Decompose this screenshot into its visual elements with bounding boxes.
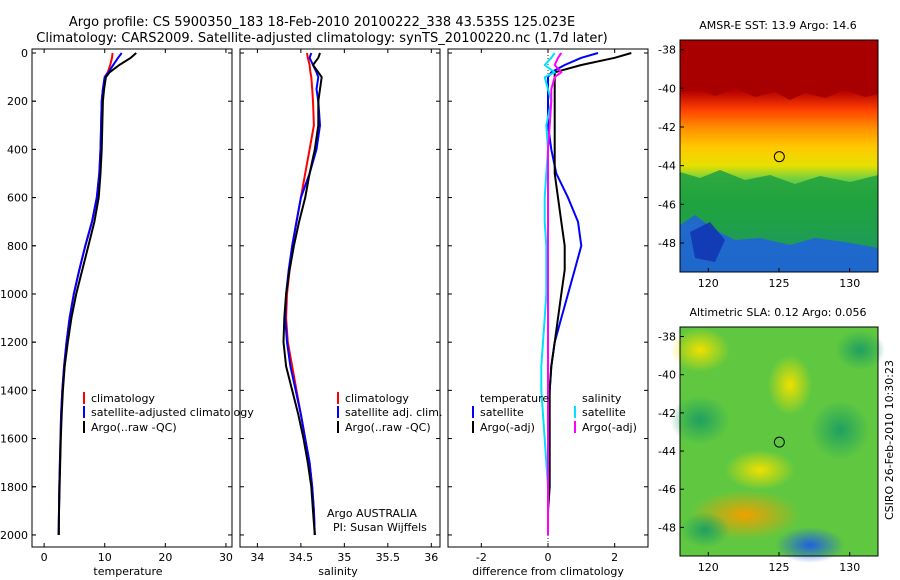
x-tick-label: 34.5 bbox=[289, 551, 314, 564]
lon-tick-label: 125 bbox=[769, 277, 790, 290]
lat-tick-label: -40 bbox=[658, 369, 676, 382]
difference-xlabel: difference from climatology bbox=[472, 565, 624, 578]
argo-location-marker bbox=[773, 436, 785, 448]
sla-low-anomaly bbox=[680, 512, 730, 548]
salinity-plot: 34 34.5 35 35.5 36 bbox=[240, 49, 440, 564]
legend-temperature-title: temperature bbox=[480, 392, 549, 405]
sla-low-anomaly bbox=[775, 527, 845, 563]
x-tick-label: 30 bbox=[219, 551, 233, 564]
depth-tick-label: 600 bbox=[7, 192, 28, 205]
depth-tick-label: 400 bbox=[7, 143, 28, 156]
series-line bbox=[57, 52, 137, 536]
salinity-legend: climatology satellite adj. clim. Argo(..… bbox=[337, 392, 442, 434]
sla-low-anomaly bbox=[810, 400, 870, 460]
legend-salinity-title: salinity bbox=[582, 392, 622, 405]
sla-low-anomaly bbox=[835, 330, 885, 370]
x-tick-label: -2 bbox=[476, 551, 487, 564]
lat-tick-label: -48 bbox=[658, 237, 676, 250]
legend-temperature-argo: Argo(-adj) bbox=[480, 421, 535, 434]
x-tick-label: 36 bbox=[424, 551, 438, 564]
legend-argo: Argo(..raw -QC) bbox=[91, 421, 177, 434]
legend-temperature-satellite: satellite bbox=[480, 406, 524, 419]
sst-map-title: AMSR-E SST: 13.9 Argo: 14.6 bbox=[699, 19, 857, 32]
side-timestamp-label: CSIRO 26-Feb-2010 10:30:23 bbox=[883, 360, 896, 520]
lat-tick-label: -38 bbox=[658, 331, 676, 344]
argo-program-label: Argo AUSTRALIA bbox=[327, 507, 417, 520]
depth-tick-label: 1200 bbox=[0, 336, 28, 349]
lat-tick-label: -42 bbox=[658, 121, 676, 134]
lon-tick-label: 125 bbox=[769, 561, 790, 574]
sla-map-axes: 120 125 130 -38 -40 -42 -44 -46 -48 bbox=[658, 331, 860, 574]
series-line bbox=[57, 52, 114, 536]
x-tick-label: 20 bbox=[158, 551, 172, 564]
legend-satellite-adjusted: satellite-adjusted climatology bbox=[91, 406, 254, 419]
depth-tick-label: 2000 bbox=[0, 529, 28, 542]
lat-tick-label: -40 bbox=[658, 82, 676, 95]
sla-map bbox=[670, 326, 885, 563]
depth-tick-label: 1400 bbox=[0, 384, 28, 397]
legend-argo: Argo(..raw -QC) bbox=[345, 421, 431, 434]
depth-tick-label: 0 bbox=[21, 47, 28, 60]
legend-salinity-argo: Argo(-adj) bbox=[582, 421, 637, 434]
figure-title-line2: Climatology: CARS2009. Satellite-adjuste… bbox=[36, 31, 608, 46]
depth-tick-label: 1600 bbox=[0, 433, 28, 446]
depth-tick-label: 200 bbox=[7, 95, 28, 108]
sla-map-title: Altimetric SLA: 0.12 Argo: 0.056 bbox=[689, 306, 866, 319]
sst-map bbox=[679, 39, 879, 273]
lon-tick-label: 120 bbox=[698, 561, 719, 574]
depth-tick-label: 800 bbox=[7, 240, 28, 253]
lat-tick-label: -44 bbox=[658, 445, 676, 458]
series-line bbox=[284, 52, 321, 536]
depth-axis: 0 200 400 600 800 1000 1200 1400 1600 1800 2000 bbox=[0, 47, 36, 542]
legend-satellite-adj: satellite adj. clim. bbox=[345, 406, 442, 419]
salinity-xlabel: salinity bbox=[318, 565, 358, 578]
sla-high-anomaly bbox=[670, 328, 730, 372]
series-line bbox=[540, 52, 556, 535]
temperature-plot: 0 10 20 30 bbox=[32, 49, 233, 564]
series-line bbox=[282, 52, 323, 536]
lon-tick-label: 130 bbox=[839, 561, 860, 574]
x-tick-label: 2 bbox=[611, 551, 618, 564]
lat-tick-label: -44 bbox=[658, 160, 676, 173]
temperature-xlabel: temperature bbox=[93, 565, 162, 578]
difference-legend: temperature satellite Argo(-adj) salinit… bbox=[472, 392, 637, 434]
temperature-legend: climatology satellite-adjusted climatolo… bbox=[83, 392, 254, 434]
argo-pi-label: PI: Susan Wijffels bbox=[333, 521, 427, 534]
x-tick-label: 35.5 bbox=[376, 551, 401, 564]
x-tick-label: 0 bbox=[41, 551, 48, 564]
lat-tick-label: -46 bbox=[658, 483, 676, 496]
series-line bbox=[547, 52, 563, 535]
lon-tick-label: 130 bbox=[839, 277, 860, 290]
argo-location-marker bbox=[773, 151, 785, 163]
sla-high-anomaly bbox=[768, 355, 812, 415]
lon-tick-label: 120 bbox=[698, 277, 719, 290]
difference-plot: -2 0 2 bbox=[448, 49, 648, 564]
sst-cold-region bbox=[680, 215, 878, 272]
sst-coldest-region bbox=[690, 222, 725, 262]
sst-map-axes: 120 125 130 -38 -40 -42 -44 -46 -48 bbox=[658, 44, 860, 290]
legend-climatology: climatology bbox=[345, 392, 409, 405]
legend-climatology: climatology bbox=[91, 392, 155, 405]
sst-warm-region bbox=[680, 40, 878, 100]
lat-tick-label: -42 bbox=[658, 407, 676, 420]
lat-tick-label: -46 bbox=[658, 198, 676, 211]
lat-tick-label: -38 bbox=[658, 44, 676, 57]
x-tick-label: 10 bbox=[98, 551, 112, 564]
x-tick-label: 35 bbox=[337, 551, 351, 564]
figure-title-line1: Argo profile: CS 5900350_183 18-Feb-2010… bbox=[69, 15, 575, 30]
depth-tick-label: 1000 bbox=[0, 288, 28, 301]
series-line bbox=[547, 52, 632, 535]
sla-low-anomaly bbox=[670, 395, 730, 445]
series-line bbox=[57, 52, 123, 536]
x-tick-label: 0 bbox=[545, 551, 552, 564]
x-tick-label: 34 bbox=[250, 551, 264, 564]
depth-tick-label: 1800 bbox=[0, 481, 28, 494]
legend-salinity-satellite: satellite bbox=[582, 406, 626, 419]
salinity-panel bbox=[239, 48, 441, 548]
lat-tick-label: -48 bbox=[658, 521, 676, 534]
sla-high-anomaly bbox=[725, 450, 795, 490]
temperature-panel bbox=[31, 48, 233, 548]
